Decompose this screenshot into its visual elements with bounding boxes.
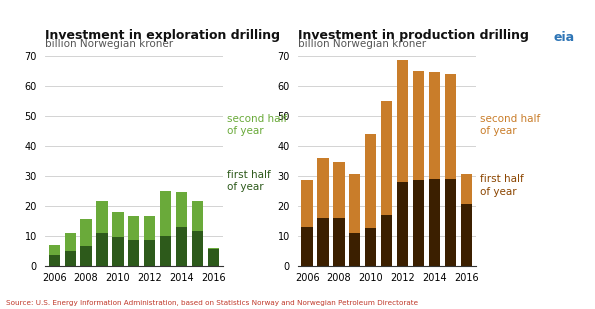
Bar <box>144 216 155 240</box>
Bar <box>461 204 472 266</box>
Bar <box>365 134 377 228</box>
Text: second half
of year: second half of year <box>480 114 540 136</box>
Bar <box>317 158 328 218</box>
Bar <box>80 219 92 246</box>
Bar <box>208 249 219 266</box>
Bar <box>413 180 424 266</box>
Bar <box>349 233 361 266</box>
Text: second half
of year: second half of year <box>227 114 287 136</box>
Bar <box>64 233 76 251</box>
Text: Source: U.S. Energy Information Administration, based on Statistics Norway and N: Source: U.S. Energy Information Administ… <box>6 300 418 306</box>
Bar <box>445 179 456 266</box>
Bar <box>365 228 377 266</box>
Bar <box>144 240 155 266</box>
Bar <box>192 231 203 266</box>
Bar <box>445 74 456 179</box>
Bar <box>333 162 345 218</box>
Bar <box>176 192 187 227</box>
Bar <box>80 246 92 266</box>
Bar <box>333 218 345 266</box>
Bar <box>397 182 408 266</box>
Text: Investment in exploration drilling: Investment in exploration drilling <box>45 29 280 42</box>
Bar <box>397 60 408 182</box>
Bar <box>302 180 312 227</box>
Bar <box>129 240 139 266</box>
Bar <box>112 212 124 237</box>
Bar <box>112 237 124 266</box>
Bar <box>317 218 328 266</box>
Text: eia: eia <box>553 31 574 44</box>
Bar <box>96 201 108 233</box>
Bar <box>429 72 440 179</box>
Bar <box>160 191 171 236</box>
Bar <box>176 227 187 266</box>
Text: billion Norwegian kroner: billion Norwegian kroner <box>298 40 425 49</box>
Bar <box>129 216 139 240</box>
Bar <box>192 201 203 231</box>
Bar <box>64 251 76 266</box>
Bar <box>49 245 60 255</box>
Bar <box>381 215 392 266</box>
Bar <box>413 71 424 180</box>
Bar <box>208 248 219 249</box>
Bar <box>381 101 392 215</box>
Bar <box>461 174 472 204</box>
Text: first half
of year: first half of year <box>227 170 271 192</box>
Text: Investment in production drilling: Investment in production drilling <box>298 29 528 42</box>
Text: billion Norwegian kroner: billion Norwegian kroner <box>45 40 173 49</box>
Bar <box>349 174 361 233</box>
Text: first half
of year: first half of year <box>480 174 524 197</box>
Bar <box>49 255 60 266</box>
Bar <box>160 236 171 266</box>
Bar <box>96 233 108 266</box>
Bar <box>429 179 440 266</box>
Bar <box>302 227 312 266</box>
